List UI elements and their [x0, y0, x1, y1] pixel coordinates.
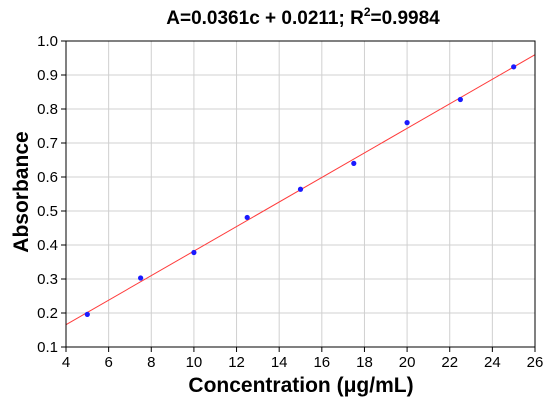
y-tick-label: 0.5 [37, 203, 58, 220]
data-point [244, 214, 250, 221]
x-tick-label: 12 [228, 354, 245, 371]
data-point [138, 275, 144, 281]
y-tick-label: 0.2 [37, 305, 58, 322]
x-tick-label: 6 [104, 354, 112, 371]
y-tick-label: 0.8 [37, 101, 58, 118]
chart-title-superscript: 2 [364, 5, 371, 19]
y-axis: 0.1 0.2 0.3 0.4 0.5 0.6 0.7 0.8 0.9 1.0 [37, 33, 66, 356]
data-point [191, 249, 197, 256]
y-tick-label: 0.3 [37, 271, 58, 288]
data-point [457, 96, 463, 103]
y-tick-label: 1.0 [37, 33, 58, 50]
x-tick-label: 18 [356, 354, 373, 371]
grid [65, 40, 536, 348]
y-tick-label: 0.4 [37, 237, 58, 254]
data-point [351, 160, 357, 166]
data-point [297, 186, 304, 192]
x-tick-label: 4 [62, 354, 70, 371]
x-tick-label: 24 [484, 354, 501, 371]
y-axis-label: Absorbance [10, 131, 33, 252]
x-tick-label: 20 [399, 354, 416, 371]
data-point [84, 311, 90, 317]
y-tick-label: 0.7 [37, 135, 58, 152]
y-tick-label: 0.6 [37, 169, 58, 186]
x-axis: 4 6 8 10 12 14 16 18 20 22 24 26 [62, 347, 544, 371]
x-axis-label: Concentration (μg/mL) [188, 374, 413, 397]
y-tick-label: 0.1 [37, 339, 58, 356]
chart-title-main: A=0.0361c + 0.0211; R [166, 8, 364, 29]
x-tick-label: 22 [441, 354, 458, 371]
chart-title: A=0.0361c + 0.0211; R2=0.9984 [166, 5, 440, 29]
y-tick-label: 0.9 [37, 67, 58, 84]
data-points [84, 64, 517, 317]
x-tick-label: 26 [527, 354, 544, 371]
x-tick-label: 10 [186, 354, 203, 371]
data-point [404, 120, 410, 126]
data-point [511, 64, 517, 70]
x-tick-label: 8 [147, 354, 155, 371]
plot-frame [65, 40, 536, 348]
x-tick-label: 14 [271, 354, 288, 371]
chart-title-tail: =0.9984 [371, 8, 441, 29]
x-tick-label: 16 [313, 354, 330, 371]
